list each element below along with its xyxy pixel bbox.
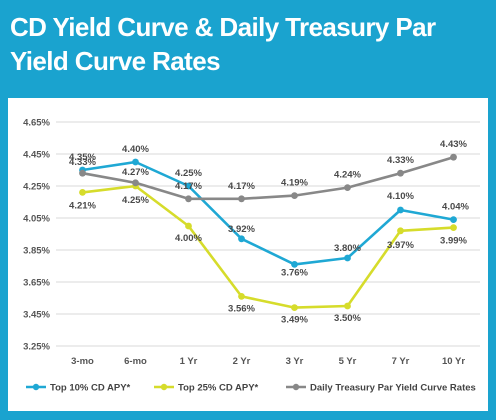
data-point <box>79 169 86 177</box>
data-point <box>132 179 139 187</box>
legend-swatch-marker <box>292 383 300 391</box>
y-tick-label: 4.05% <box>23 214 50 225</box>
data-point <box>291 304 298 311</box>
x-tick-label: 10 Yr <box>442 356 465 367</box>
data-label: 3.92% <box>228 224 255 235</box>
data-label: 4.10% <box>387 191 414 202</box>
data-point <box>344 302 351 310</box>
data-label: 4.33% <box>387 155 414 166</box>
data-point <box>291 261 298 268</box>
data-point <box>397 227 404 235</box>
data-point <box>185 182 192 190</box>
data-point <box>79 189 86 196</box>
x-tick-label: 1 Yr <box>180 356 198 367</box>
data-label: 4.43% <box>440 139 467 150</box>
data-label: 4.24% <box>334 170 361 181</box>
data-label: 3.49% <box>281 315 308 326</box>
data-point <box>344 254 351 262</box>
legend-swatch-marker <box>160 383 168 391</box>
data-label: 4.17% <box>228 181 255 192</box>
y-tick-label: 3.25% <box>23 342 50 353</box>
data-point <box>397 206 404 214</box>
data-point <box>238 235 245 243</box>
x-tick-label: 3 Yr <box>286 356 304 367</box>
series-line <box>82 155 454 201</box>
legend-entry: Top 25% CD APY* <box>178 383 259 394</box>
data-label: 4.19% <box>281 178 308 189</box>
x-tick-label: 7 Yr <box>392 356 410 367</box>
data-point <box>450 216 457 223</box>
series-line <box>82 184 454 309</box>
data-label: 4.27% <box>122 167 149 178</box>
data-label: 4.04% <box>442 202 469 213</box>
legend-swatch-marker <box>32 383 40 391</box>
data-label: 4.25% <box>122 195 149 206</box>
data-label: 3.97% <box>387 240 414 251</box>
y-tick-label: 3.85% <box>23 246 50 257</box>
line-chart: 3.25% 3.45% 3.65% 3.85% 4.05% 4.25% 4.45% 4.65%… <box>23 118 480 394</box>
x-tick-label: 3-mo <box>71 356 94 367</box>
y-tick-label: 4.65% <box>23 118 50 129</box>
x-tick-label: 6-mo <box>124 356 147 367</box>
y-tick-label: 3.65% <box>23 278 50 289</box>
x-tick-label: 5 Yr <box>339 356 357 367</box>
data-point <box>185 222 192 230</box>
data-label: 3.50% <box>334 313 361 324</box>
y-tick-label: 4.45% <box>23 150 50 161</box>
data-point <box>238 293 245 300</box>
legend-entry: Top 10% CD APY* <box>50 383 131 394</box>
data-point <box>291 192 298 199</box>
data-point <box>238 195 245 203</box>
data-label: 3.99% <box>440 236 467 247</box>
data-point <box>344 184 351 191</box>
data-label: 3.80% <box>334 243 361 254</box>
data-label: 3.56% <box>228 303 255 314</box>
data-label: 4.17% <box>175 181 202 192</box>
y-tick-label: 4.25% <box>23 182 50 193</box>
chart-card: 3.25% 3.45% 3.65% 3.85% 4.05% 4.25% 4.45% 4.65%… <box>8 98 488 411</box>
data-label: 3.76% <box>281 267 308 278</box>
x-tick-label: 2 Yr <box>233 356 251 367</box>
data-point <box>132 158 139 166</box>
data-label: 4.25% <box>175 168 202 179</box>
data-point <box>397 169 404 177</box>
data-point <box>450 153 457 161</box>
chart-title: CD Yield Curve & Daily Treasury Par Yiel… <box>10 12 436 76</box>
data-label: 4.40% <box>122 144 149 155</box>
y-tick-label: 3.45% <box>23 310 50 321</box>
data-label: 4.35% <box>69 152 96 163</box>
data-point <box>450 224 457 231</box>
data-label: 4.00% <box>175 233 202 244</box>
data-label: 4.21% <box>69 200 96 211</box>
data-label: 4.33% <box>69 157 96 168</box>
series-line <box>82 160 454 266</box>
legend-entry: Daily Treasury Par Yield Curve Rates <box>310 383 476 394</box>
data-point <box>185 195 192 203</box>
